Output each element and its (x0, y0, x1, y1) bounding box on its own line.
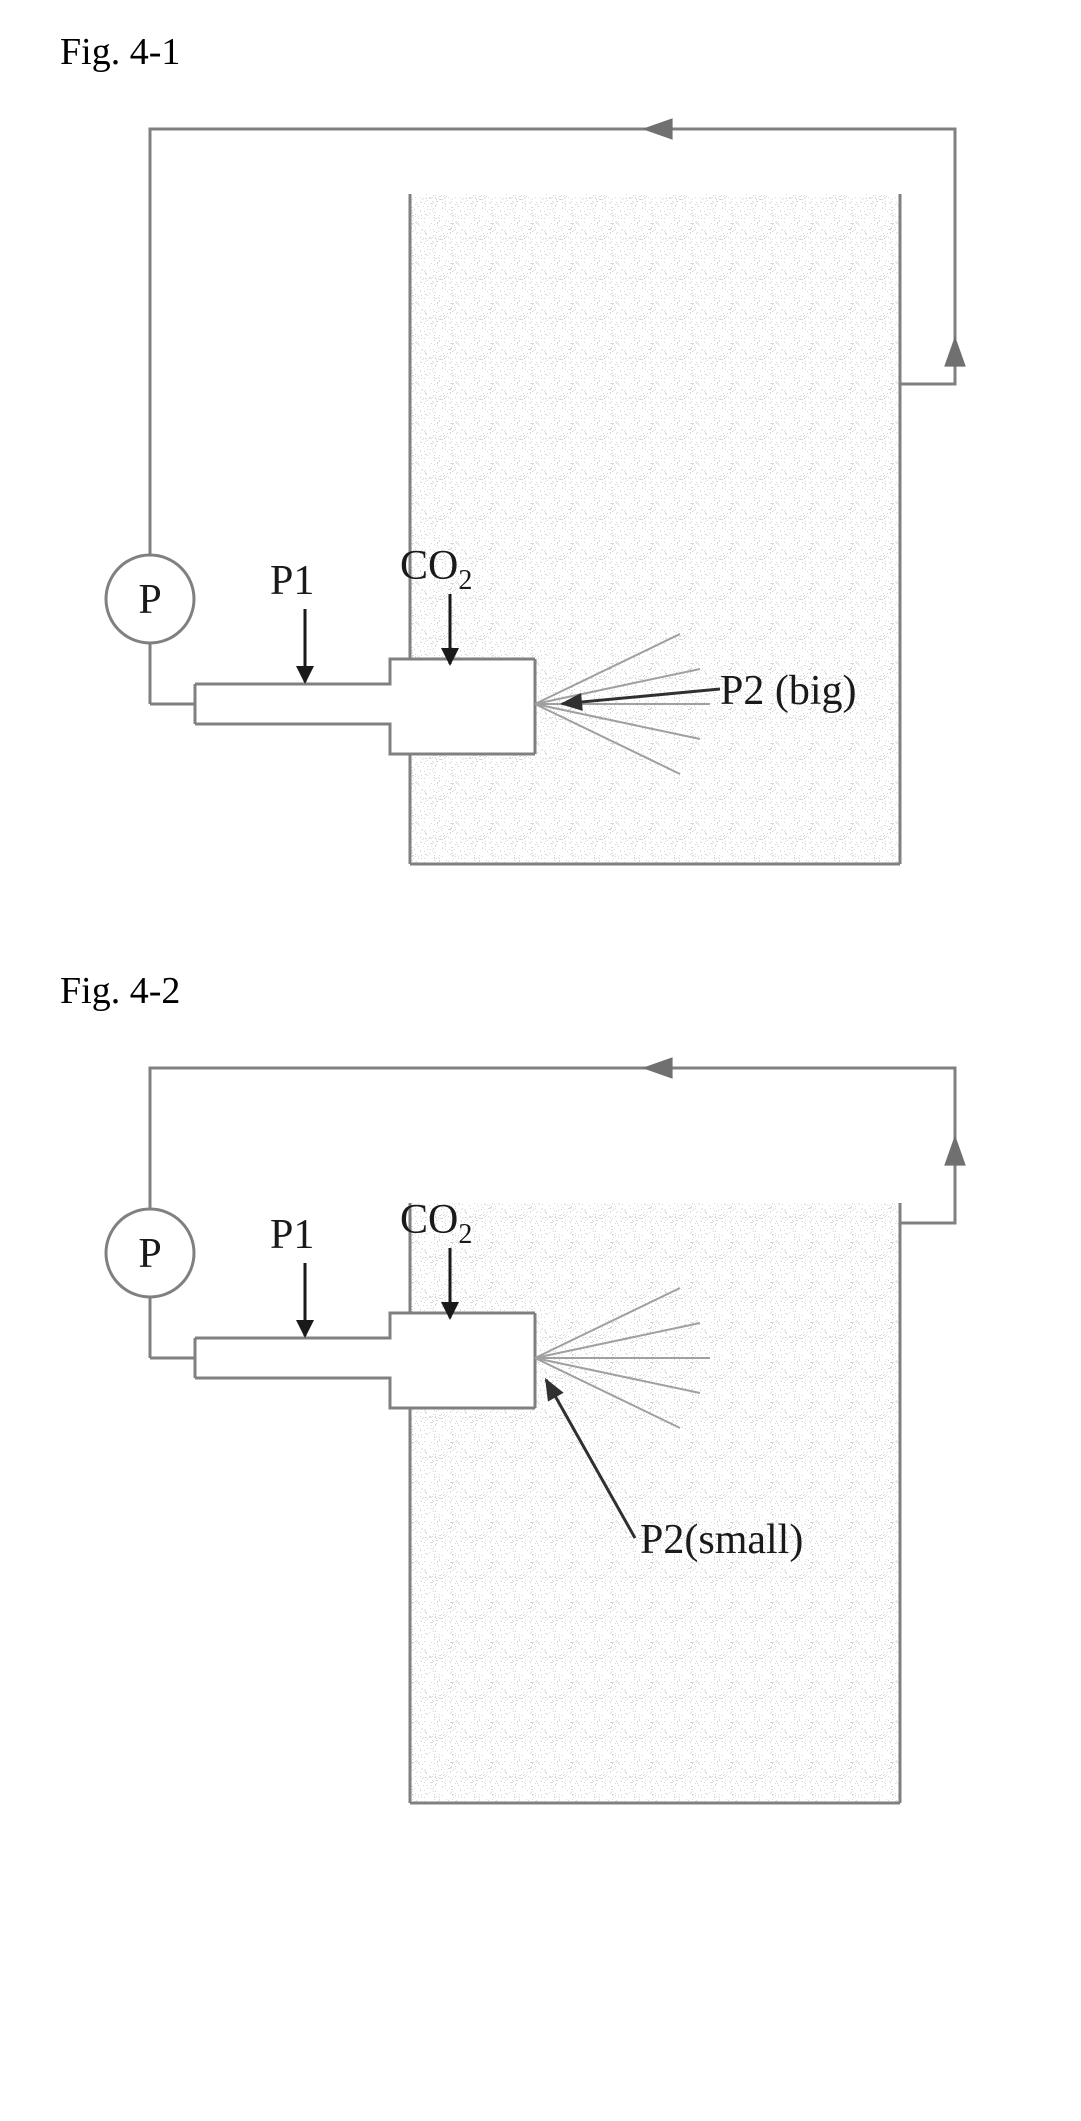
diagram: P P1 CO2 P2 (big) (80, 104, 980, 889)
tank-fill (410, 194, 900, 864)
diagram: P P1 CO2 P2(small) (80, 1043, 980, 1828)
pump-label: P (138, 1231, 161, 1277)
p1-label: P1 (270, 1212, 314, 1258)
fig-4-1: Fig. 4-1 P P1 CO2 P2 (big) (60, 30, 1021, 889)
fig-4-2: Fig. 4-2 P P1 CO2 P2(small) (60, 969, 1021, 1828)
p2-label: P2 (big) (720, 668, 857, 714)
recirc-line (150, 1068, 955, 1223)
p2-label: P2(small) (640, 1517, 803, 1563)
tank-fill (410, 1203, 900, 1803)
pump-label: P (138, 577, 161, 623)
p1-label: P1 (270, 558, 314, 604)
figure-title: Fig. 4-1 (60, 30, 1021, 74)
figure-title: Fig. 4-2 (60, 969, 1021, 1013)
